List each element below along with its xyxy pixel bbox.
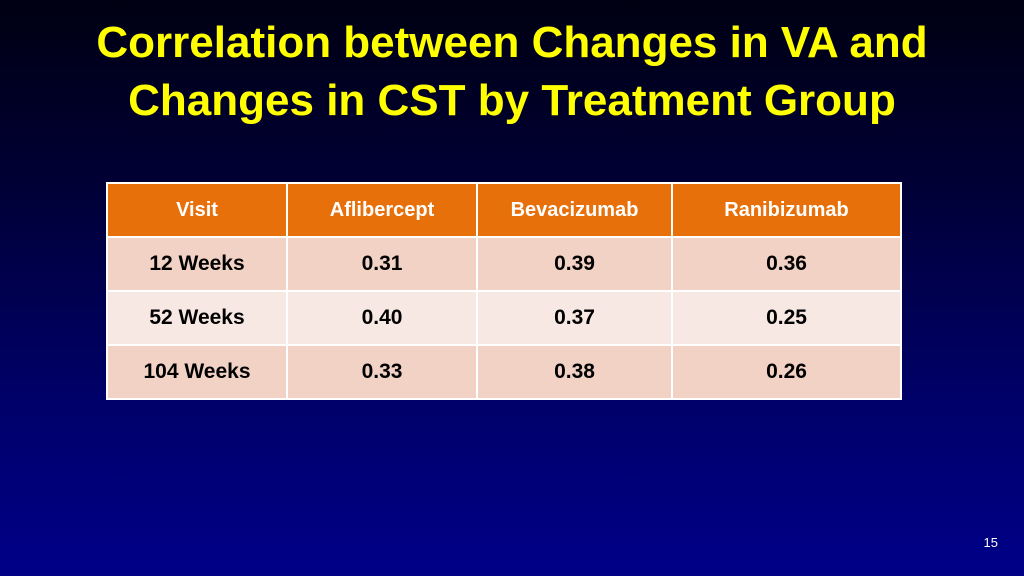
- title-line-2: Changes in CST by Treatment Group: [128, 76, 896, 125]
- table-header-row: Visit Aflibercept Bevacizumab Ranibizuma…: [106, 182, 902, 238]
- header-ranibizumab: Ranibizumab: [671, 182, 902, 238]
- cell-ranibizumab: 0.26: [671, 344, 902, 400]
- cell-bevacizumab: 0.38: [476, 344, 673, 400]
- cell-ranibizumab: 0.25: [671, 290, 902, 346]
- slide-title: Correlation between Changes in VA and Ch…: [0, 14, 1024, 130]
- table-row: 52 Weeks 0.40 0.37 0.25: [106, 290, 902, 346]
- cell-bevacizumab: 0.37: [476, 290, 673, 346]
- cell-aflibercept: 0.33: [286, 344, 478, 400]
- header-visit: Visit: [106, 182, 288, 238]
- cell-aflibercept: 0.31: [286, 236, 478, 292]
- page-number: 15: [983, 535, 998, 550]
- cell-aflibercept: 0.40: [286, 290, 478, 346]
- table-row: 12 Weeks 0.31 0.39 0.36: [106, 236, 902, 292]
- cell-visit: 52 Weeks: [106, 290, 288, 346]
- header-aflibercept: Aflibercept: [286, 182, 478, 238]
- table-row: 104 Weeks 0.33 0.38 0.26: [106, 344, 902, 400]
- cell-ranibizumab: 0.36: [671, 236, 902, 292]
- cell-bevacizumab: 0.39: [476, 236, 673, 292]
- header-bevacizumab: Bevacizumab: [476, 182, 673, 238]
- cell-visit: 104 Weeks: [106, 344, 288, 400]
- correlation-table: Visit Aflibercept Bevacizumab Ranibizuma…: [106, 182, 902, 400]
- title-line-1: Correlation between Changes in VA and: [96, 18, 928, 67]
- cell-visit: 12 Weeks: [106, 236, 288, 292]
